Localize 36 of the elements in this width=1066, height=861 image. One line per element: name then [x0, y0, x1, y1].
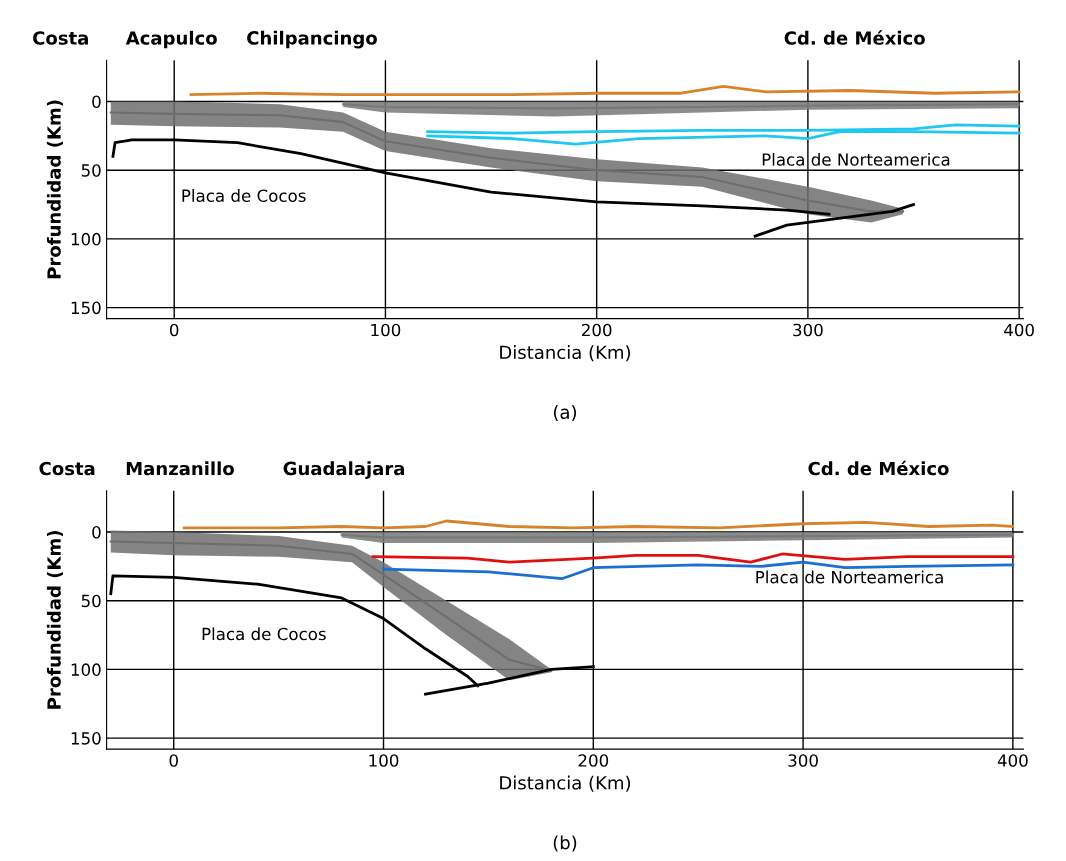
x-tick-label: 0 — [169, 323, 179, 337]
text: Cd. de México — [808, 460, 949, 476]
x-tick-label: 100 — [369, 754, 399, 767]
y-tick-label: 100 — [71, 663, 101, 676]
y-tick-label: 0 — [92, 95, 101, 109]
x-tick-label: 300 — [793, 323, 823, 337]
text: (b) — [553, 835, 577, 852]
y-tick-label: 150 — [71, 732, 101, 745]
text: Chilpancingo — [247, 30, 377, 49]
text: Acapulco — [125, 30, 217, 49]
x-tick-label: 400 — [997, 754, 1028, 767]
x-axis-title: Distancia (Km) — [500, 345, 631, 362]
annotation: Placa de Cocos — [182, 189, 306, 202]
x-tick-label: 0 — [169, 754, 178, 767]
y-tick-label: 100 — [71, 232, 101, 246]
y-tick-label: 150 — [71, 301, 101, 315]
annotation: Placa de Norteamerica — [756, 570, 943, 584]
y-axis-title: Profundidad (Km) — [46, 100, 63, 279]
y-tick-label: 50 — [81, 594, 101, 608]
annotation: Placa de Cocos — [202, 627, 326, 641]
x-tick-label: 200 — [578, 754, 609, 767]
text: Guadalajara — [283, 461, 405, 479]
y-tick-label: 0 — [92, 525, 101, 539]
x-tick-label: 100 — [371, 323, 401, 337]
x-tick-label: 300 — [788, 754, 818, 767]
x-tick-label: 200 — [581, 323, 612, 337]
x-axis-title: Distancia (Km) — [500, 775, 631, 792]
y-axis-title: Profundidad (Km) — [46, 531, 63, 709]
annotation: Placa de Norteamerica — [762, 152, 950, 166]
x-tick-label: 400 — [1004, 323, 1034, 337]
text: Cd. de México — [784, 30, 925, 45]
text: Costa — [39, 461, 95, 476]
text: Manzanillo — [126, 461, 234, 476]
y-tick-label: 50 — [81, 164, 101, 177]
text: (a) — [553, 405, 576, 422]
text: Costa — [33, 31, 88, 45]
